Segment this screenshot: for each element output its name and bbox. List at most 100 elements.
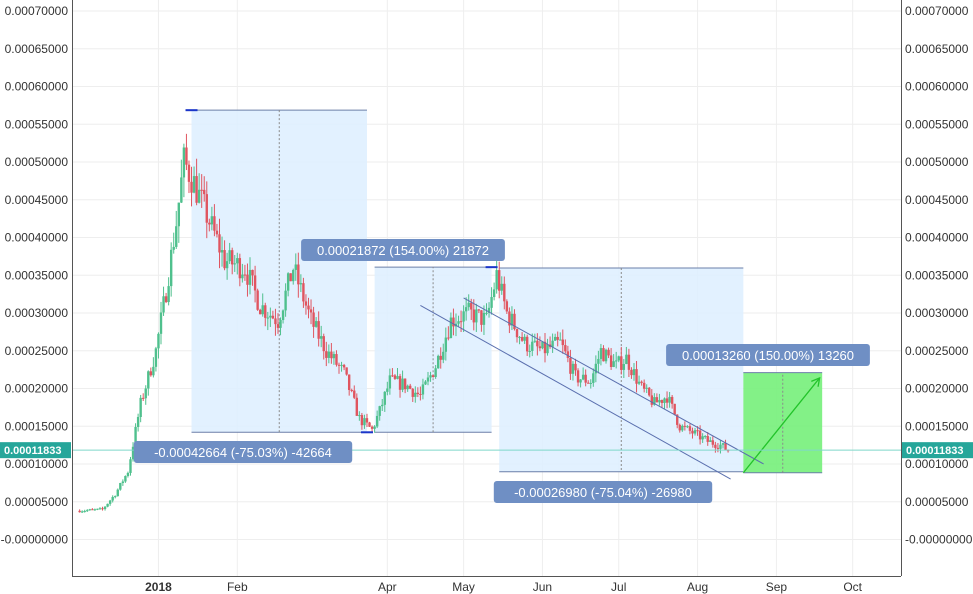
candle-body xyxy=(556,336,559,340)
candle-body xyxy=(510,313,514,326)
candle-body xyxy=(355,397,359,416)
candle-body xyxy=(83,510,86,512)
candle-body xyxy=(233,263,236,265)
candle-body xyxy=(665,398,669,403)
candle-body xyxy=(215,230,219,235)
candle-body xyxy=(457,321,460,324)
candle-body xyxy=(414,392,417,397)
candle-body xyxy=(419,394,422,396)
candle-body xyxy=(508,311,511,326)
candle-body xyxy=(569,357,572,374)
current-price-tag-left xyxy=(0,442,71,459)
y-tick-label-right: -0.00000000 xyxy=(905,533,973,547)
candle-body xyxy=(676,414,679,425)
candle-body xyxy=(721,443,725,445)
candle-body xyxy=(645,387,648,389)
candle-body xyxy=(309,309,313,313)
candle-body xyxy=(434,368,437,378)
candle-body xyxy=(398,376,402,390)
candle-body xyxy=(190,181,193,193)
candle-body xyxy=(599,348,603,359)
y-tick-label-right: 0.00015000 xyxy=(905,419,969,433)
candle-body xyxy=(431,375,435,378)
candle-body xyxy=(220,250,224,253)
candle-body xyxy=(108,500,112,504)
candle-body xyxy=(101,508,104,510)
candle-body xyxy=(498,270,501,291)
candle-body xyxy=(719,444,722,449)
current-price-label-right: 0.00011833 xyxy=(906,445,964,457)
candle-body xyxy=(640,381,643,383)
candle-body xyxy=(668,396,671,403)
candle-body xyxy=(492,289,496,298)
candle-body xyxy=(462,311,465,322)
candle-body xyxy=(124,475,127,482)
candle-body xyxy=(286,273,290,291)
candle-body xyxy=(658,400,661,403)
candle-body xyxy=(126,472,130,476)
candle-body xyxy=(378,406,381,416)
candle-body xyxy=(213,216,216,231)
candle-body xyxy=(635,369,638,384)
candle-body xyxy=(91,509,94,511)
candle-body xyxy=(314,321,318,327)
measure-label: -0.00042664 (-75.03%) -42664 xyxy=(154,445,332,460)
measure-label-box xyxy=(493,481,713,503)
candle-body xyxy=(360,415,364,426)
candle-body xyxy=(292,269,295,282)
candle-body xyxy=(688,426,692,431)
y-tick-label-left: 0.00060000 xyxy=(5,80,69,94)
candle-body xyxy=(307,305,310,310)
candle-body xyxy=(436,355,440,369)
x-tick-label: Sep xyxy=(766,580,788,594)
candle-body xyxy=(175,226,178,247)
candle-body xyxy=(365,418,369,423)
candle-body xyxy=(637,381,641,384)
candle-body xyxy=(627,354,631,370)
candle-body xyxy=(709,440,712,442)
y-tick-label-left: 0.00065000 xyxy=(5,42,69,56)
candle-body xyxy=(581,374,585,380)
candle-body xyxy=(686,426,689,428)
candle-body xyxy=(114,496,117,498)
candle-body xyxy=(131,446,135,460)
candle-body xyxy=(650,395,653,405)
candle-body xyxy=(541,341,544,349)
candle-body xyxy=(337,364,341,366)
candle-body xyxy=(452,317,455,327)
y-tick-label-right: 0.00030000 xyxy=(905,306,969,320)
candle-body xyxy=(317,321,320,339)
candle-body xyxy=(80,511,84,513)
current-price-label-left: 0.00011833 xyxy=(4,445,62,457)
candle-body xyxy=(515,329,519,338)
candle-body xyxy=(401,378,404,390)
annotation-labels: 0.00011833 0.00011833 -0.00042664 (-75.03%… xyxy=(0,239,973,503)
candle-body xyxy=(663,398,666,403)
y-tick-label-right: 0.00005000 xyxy=(905,495,969,509)
candle-body xyxy=(706,436,709,442)
candle-body xyxy=(177,202,181,227)
projection-arrow-head xyxy=(811,376,821,387)
candle-body xyxy=(487,307,491,313)
candle-body xyxy=(241,274,244,279)
projection-arrow-line xyxy=(742,377,821,474)
candle-body xyxy=(218,234,221,253)
candle-body xyxy=(528,350,531,352)
candle-body xyxy=(103,506,107,510)
candle-body xyxy=(302,283,305,302)
candle-body xyxy=(459,321,463,323)
candle-body xyxy=(681,425,684,431)
y-tick-label-left: 0.00070000 xyxy=(5,4,69,18)
candle-body xyxy=(467,302,470,308)
y-tick-label-right: 0.00065000 xyxy=(905,42,969,56)
candle-body xyxy=(116,489,119,497)
candle-body xyxy=(396,376,399,379)
candle-body xyxy=(653,397,656,405)
y-tick-label-right: 0.00045000 xyxy=(905,193,969,207)
candle-body xyxy=(325,351,328,358)
candle-body xyxy=(632,369,636,376)
candle-body xyxy=(78,510,81,513)
candle-body xyxy=(546,344,549,354)
